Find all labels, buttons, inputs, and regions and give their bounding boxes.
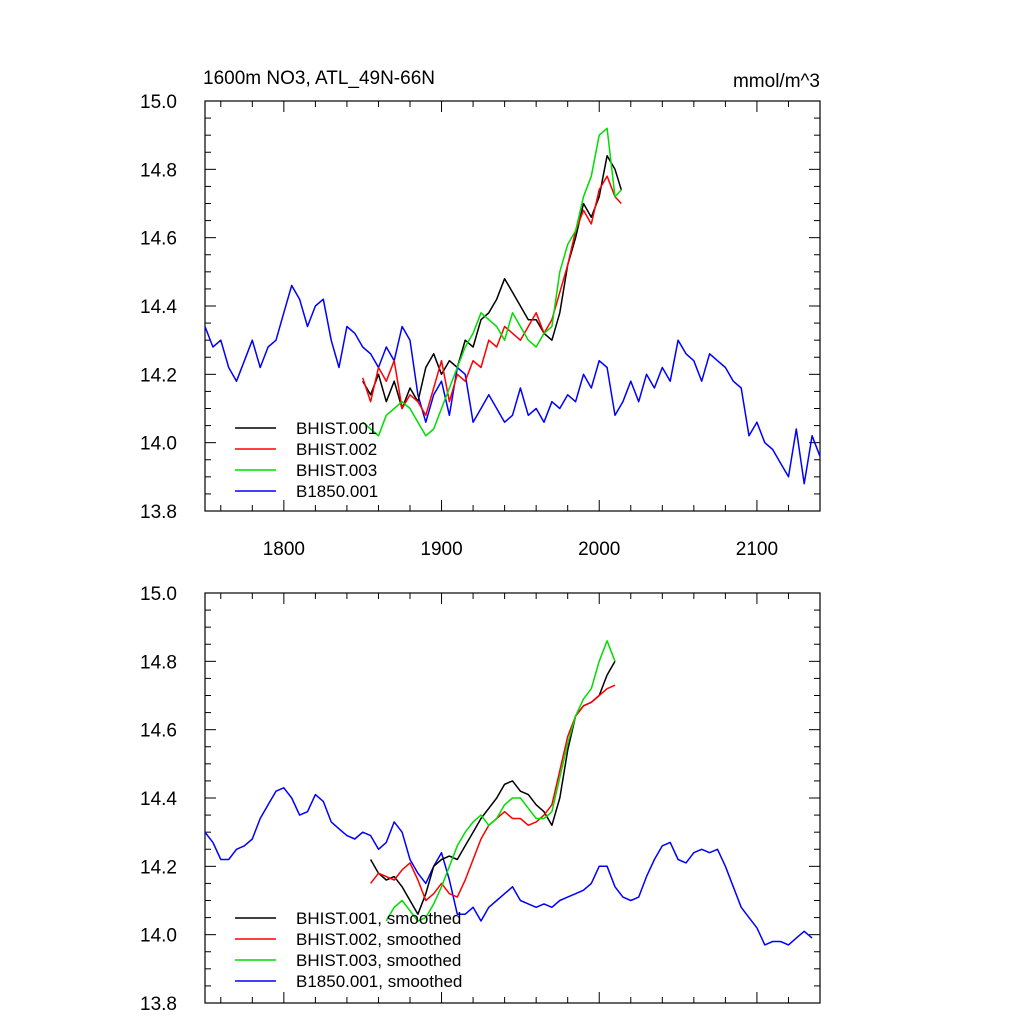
x-tick-label: 1800	[263, 539, 305, 560]
top-panel: 13.8 14.0 14.2 14.4 14.6 14.8 15.0 1800 1900 2000…	[140, 92, 821, 560]
y-tick-label: 14.4	[140, 297, 177, 318]
y-tick-label: 14.0	[140, 434, 177, 455]
legend-label: BHIST.001	[296, 419, 377, 438]
series-line-b1850-001	[204, 284, 821, 485]
y-tick-label: 14.6	[140, 229, 177, 250]
y-tick-label: 14.8	[140, 652, 177, 673]
chart-units: mmol/m^3	[733, 71, 820, 92]
legend-label: B1850.001, smoothed	[296, 972, 462, 991]
series-line-bhist-002	[361, 175, 622, 417]
y-tick-label: 14.2	[140, 857, 177, 878]
series-line-bhist-001	[362, 154, 623, 410]
x-tick-label: 2100	[736, 539, 778, 560]
x-tick-label: 2000	[578, 539, 620, 560]
series-line-bhist-002	[370, 684, 616, 902]
y-tick-label: 13.8	[140, 502, 177, 523]
legend-label: BHIST.002	[296, 440, 377, 459]
y-tick-label: 15.0	[140, 92, 177, 113]
y-tick-label: 14.2	[140, 365, 177, 386]
y-tick-label: 13.8	[140, 994, 177, 1015]
legend-label: BHIST.001, smoothed	[296, 909, 461, 928]
y-tick-label: 14.4	[140, 789, 177, 810]
chart-title: 1600m NO3, ATL_49N-66N	[203, 68, 435, 89]
y-tick-label: 14.6	[140, 721, 177, 742]
legend-label: BHIST.003	[296, 461, 377, 480]
y-tick-label: 14.8	[140, 160, 177, 181]
series-line-b1850-001	[204, 787, 813, 946]
series-line-bhist-003	[385, 640, 616, 922]
y-tick-label: 15.0	[140, 584, 177, 605]
x-tick-label: 1900	[420, 539, 462, 560]
bottom-panel: 13.8 14.0 14.2 14.4 14.6 14.8 15.0 BHIST.001, s…	[140, 584, 821, 1015]
legend-label: BHIST.003, smoothed	[296, 951, 461, 970]
legend-label: BHIST.002, smoothed	[296, 930, 461, 949]
series-line-bhist-003	[362, 127, 622, 437]
legend-label: B1850.001	[296, 482, 378, 501]
y-tick-label: 14.0	[140, 926, 177, 947]
series-line-bhist-001	[369, 660, 616, 915]
